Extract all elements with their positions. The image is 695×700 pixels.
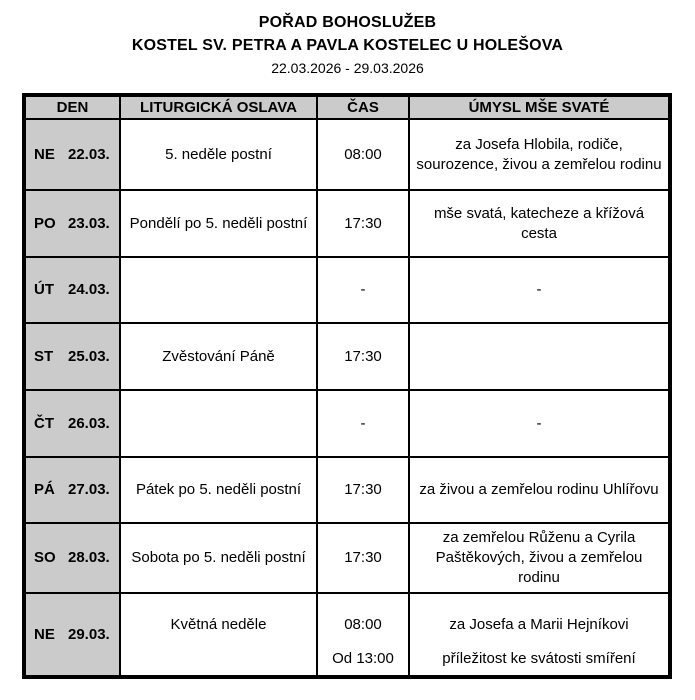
day-date: 22.03. <box>68 145 110 163</box>
day-date: 24.03. <box>68 281 110 298</box>
day-cell: PÁ 27.03. <box>23 456 121 524</box>
table-row: PÁ 27.03. Pátek po 5. neděli postní 17:30… <box>23 456 671 524</box>
intention-cell: za Josefa a Marii Hejníkovi příležitost … <box>408 592 671 678</box>
day-date: 27.03. <box>68 481 110 498</box>
intention-cell: mše svatá, katecheze a křížová cesta <box>408 189 671 258</box>
time-cell: 17:30 <box>316 522 410 594</box>
page-title: POŘAD BOHOSLUŽEB <box>258 14 437 31</box>
day-cell: NE 29.03. <box>23 592 121 678</box>
day-abbr: ÚT <box>34 281 54 298</box>
intention-cell: za zemřelou Růženu a Cyrila Paštěkových,… <box>408 522 671 594</box>
intention-cell: za živou a zemřelou rodinu Uhlířovu <box>408 456 671 524</box>
time-cell: 17:30 <box>316 189 410 258</box>
day-date: 26.03. <box>68 414 110 432</box>
celebration-cell <box>119 389 318 458</box>
day-abbr: SO <box>34 549 56 566</box>
time-cell: 08:00 <box>316 118 410 191</box>
day-cell: ST 25.03. <box>23 322 121 391</box>
day-abbr: PO <box>34 214 56 232</box>
day-cell: NE 22.03. <box>23 118 121 191</box>
day-date: 28.03. <box>68 549 110 566</box>
time-entry: Od 13:00 <box>332 649 394 667</box>
col-header-den: DEN <box>23 94 121 120</box>
day-cell: ÚT 24.03. <box>23 256 121 324</box>
time-cell: 17:30 <box>316 456 410 524</box>
celebration-cell: Pátek po 5. neděli postní <box>119 456 318 524</box>
day-abbr: ST <box>34 347 54 365</box>
document-header: POŘAD BOHOSLUŽEB KOSTEL SV. PETRA A PAVL… <box>0 0 695 80</box>
col-header-oslava: LITURGICKÁ OSLAVA <box>119 94 318 120</box>
celebration-cell <box>119 256 318 324</box>
church-name: KOSTEL SV. PETRA A PAVLA KOSTELEC U HOLE… <box>131 37 564 54</box>
celebration-cell: 5. neděle postní <box>119 118 318 191</box>
table-row: NE 22.03. 5. neděle postní 08:00 za Josef… <box>23 118 671 191</box>
time-dual-list: 08:00 Od 13:00 <box>322 596 404 674</box>
celebration-cell: Sobota po 5. neděli postní <box>119 522 318 594</box>
intention-dual-list: za Josefa a Marii Hejníkovi příležitost … <box>414 596 664 674</box>
intention-cell: za Josefa Hlobila, rodiče, sourozence, ž… <box>408 118 671 191</box>
day-abbr: NE <box>34 625 55 643</box>
day-cell: ČT 26.03. <box>23 389 121 458</box>
celebration-cell: Zvěstování Páně <box>119 322 318 391</box>
time-cell: 17:30 <box>316 322 410 391</box>
intention-cell: - <box>408 389 671 458</box>
intention-cell: - <box>408 256 671 324</box>
day-date: 25.03. <box>68 347 110 365</box>
intention-cell <box>408 322 671 391</box>
day-date: 29.03. <box>68 625 110 643</box>
table-row: NE 29.03. Květná neděle 08:00 Od 13:00 za… <box>23 592 671 678</box>
table-row: PO 23.03. Pondělí po 5. neděli postní 17:… <box>23 189 671 258</box>
time-cell: 08:00 Od 13:00 <box>316 592 410 678</box>
day-abbr: PÁ <box>34 481 55 498</box>
table-row: ČT 26.03. - - <box>23 389 671 458</box>
celebration-cell: Pondělí po 5. neděli postní <box>119 189 318 258</box>
schedule-table: DEN LITURGICKÁ OSLAVA ČAS ÚMYSL MŠE SVAT… <box>22 93 672 679</box>
intention-entry: za Josefa a Marii Hejníkovi <box>449 615 629 633</box>
day-abbr: NE <box>34 145 55 163</box>
header-row: DEN LITURGICKÁ OSLAVA ČAS ÚMYSL MŠE SVAT… <box>23 94 671 120</box>
time-entry: 08:00 <box>344 615 382 633</box>
day-date: 23.03. <box>68 214 110 232</box>
col-header-umysl: ÚMYSL MŠE SVATÉ <box>408 94 671 120</box>
table-row: SO 28.03. Sobota po 5. neděli postní 17:3… <box>23 522 671 594</box>
time-cell: - <box>316 389 410 458</box>
day-cell: PO 23.03. <box>23 189 121 258</box>
celebration-cell: Květná neděle <box>119 592 318 678</box>
table-row: ST 25.03. Zvěstování Páně 17:30 <box>23 322 671 391</box>
day-abbr: ČT <box>34 414 54 432</box>
day-cell: SO 28.03. <box>23 522 121 594</box>
col-header-cas: ČAS <box>316 94 410 120</box>
time-cell: - <box>316 256 410 324</box>
table-row: ÚT 24.03. - - <box>23 256 671 324</box>
date-range: 22.03.2026 - 29.03.2026 <box>271 60 424 76</box>
intention-entry: příležitost ke svátosti smíření <box>442 649 636 667</box>
